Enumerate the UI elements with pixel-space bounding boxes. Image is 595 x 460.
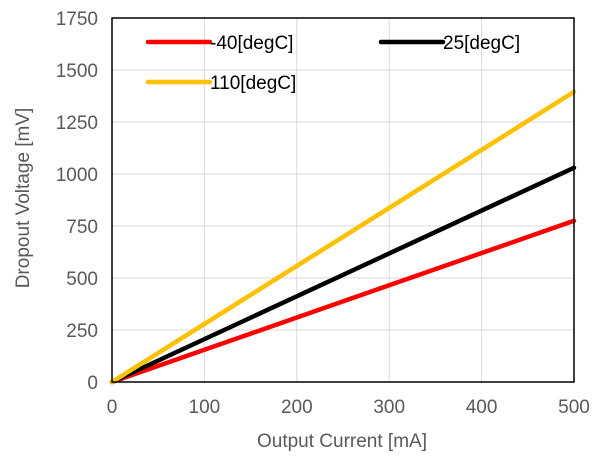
- legend-label-0: -40[degC]: [210, 33, 293, 54]
- y-tick-label: 1000: [56, 165, 98, 186]
- y-axis-title: Dropout Voltage [mV]: [13, 108, 34, 289]
- y-axis-ticks: 0 250 500 750 1000 1250 1500 1750: [56, 9, 98, 394]
- y-tick-label: 0: [87, 373, 98, 394]
- x-tick-label: 300: [373, 397, 405, 418]
- legend-label-1: 25[degC]: [443, 33, 520, 54]
- series-lines: [109, 89, 577, 385]
- y-tick-label: 1500: [56, 61, 98, 82]
- x-tick-label: 200: [281, 397, 313, 418]
- series-line-2: [109, 89, 577, 385]
- legend-label-2: 110[degC]: [210, 73, 296, 94]
- x-tick-label: 100: [189, 397, 221, 418]
- x-tick-label: 400: [466, 397, 498, 418]
- y-tick-label: 1750: [56, 9, 98, 30]
- x-axis-title: Output Current [mA]: [257, 431, 427, 452]
- plot-area-frame: [111, 17, 575, 383]
- y-tick-label: 500: [66, 269, 98, 290]
- x-tick-label: 0: [107, 397, 118, 418]
- legend: -40[degC] 25[degC] 110[degC]: [145, 33, 520, 94]
- y-tick-label: 1250: [56, 113, 98, 134]
- series-line-0: [109, 218, 577, 385]
- y-tick-label: 250: [66, 321, 98, 342]
- x-axis-ticks: 0 100 200 300 400 500: [107, 397, 590, 418]
- x-tick-label: 500: [558, 397, 590, 418]
- series-line-1: [109, 165, 577, 385]
- y-tick-label: 750: [66, 217, 98, 238]
